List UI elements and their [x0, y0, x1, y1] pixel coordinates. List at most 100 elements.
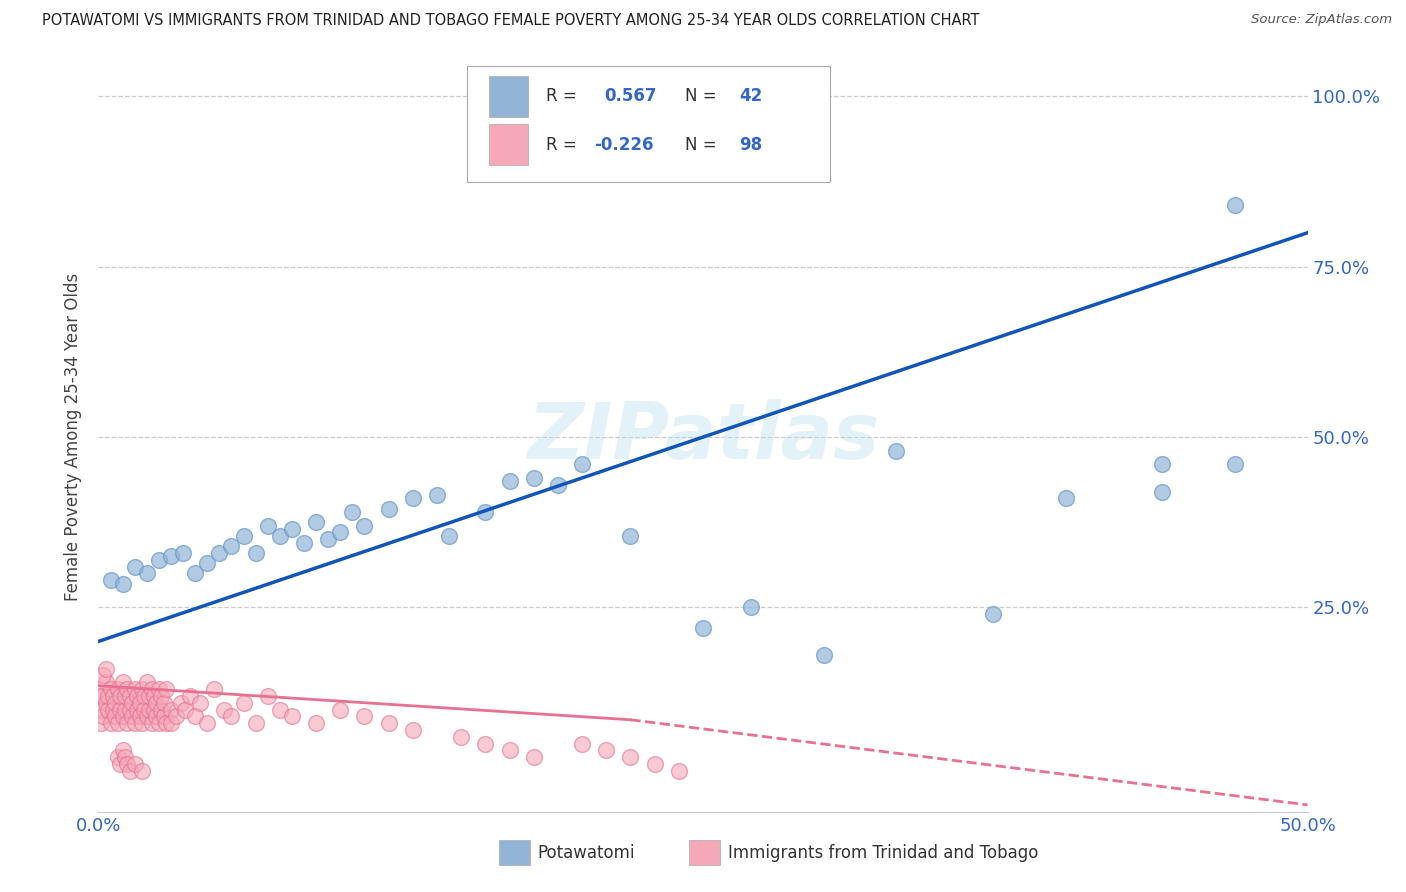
Text: N =: N =	[685, 87, 721, 105]
Point	[97, 689, 120, 703]
Text: POTAWATOMI VS IMMIGRANTS FROM TRINIDAD AND TOBAGO FEMALE POVERTY AMONG 25-34 YEA: POTAWATOMI VS IMMIGRANTS FROM TRINIDAD A…	[42, 13, 980, 29]
Point	[281, 522, 304, 536]
Point	[498, 475, 520, 489]
Point	[143, 702, 166, 716]
Point	[1152, 458, 1174, 472]
Point	[305, 515, 328, 529]
Point	[108, 757, 131, 772]
Point	[740, 600, 762, 615]
Point	[91, 709, 114, 723]
Point	[127, 702, 149, 716]
Point	[124, 559, 146, 574]
Point	[981, 607, 1004, 622]
Point	[169, 696, 191, 710]
Point	[245, 546, 267, 560]
Point	[179, 689, 201, 703]
Point	[94, 696, 117, 710]
Bar	[489, 76, 527, 117]
Point	[292, 535, 315, 549]
Point	[204, 682, 226, 697]
Point	[135, 709, 157, 723]
Point	[107, 682, 129, 697]
Point	[195, 716, 218, 731]
Point	[523, 750, 546, 764]
Point	[402, 491, 425, 506]
Point	[118, 702, 141, 716]
Point	[114, 689, 136, 703]
Point	[329, 702, 352, 716]
Point	[117, 757, 139, 772]
Point	[160, 702, 183, 716]
Point	[90, 702, 112, 716]
Point	[94, 675, 117, 690]
Point	[256, 689, 278, 703]
Point	[104, 709, 127, 723]
Point	[114, 750, 136, 764]
Point	[212, 702, 235, 716]
Point	[232, 696, 254, 710]
Text: 42: 42	[740, 87, 762, 105]
Point	[305, 716, 328, 731]
Point	[668, 764, 690, 778]
Point	[269, 702, 291, 716]
Point	[145, 709, 167, 723]
Y-axis label: Female Poverty Among 25-34 Year Olds: Female Poverty Among 25-34 Year Olds	[65, 273, 83, 601]
Point	[108, 702, 131, 716]
Text: Potawatomi: Potawatomi	[537, 844, 634, 862]
Point	[426, 488, 449, 502]
Point	[450, 730, 472, 744]
Point	[121, 709, 143, 723]
Point	[1152, 484, 1174, 499]
Point	[135, 566, 157, 581]
Point	[111, 675, 134, 690]
Point	[118, 689, 141, 703]
Point	[100, 573, 122, 587]
Point	[195, 556, 218, 570]
Point	[131, 764, 153, 778]
Point	[152, 709, 174, 723]
Point	[692, 621, 714, 635]
Point	[135, 675, 157, 690]
Point	[523, 471, 546, 485]
Point	[128, 696, 150, 710]
Point	[148, 682, 170, 697]
Point	[595, 743, 617, 757]
Point	[114, 702, 136, 716]
Point	[329, 525, 352, 540]
Point	[221, 539, 243, 553]
Point	[571, 737, 593, 751]
Point	[208, 546, 231, 560]
Point	[124, 682, 146, 697]
Point	[152, 696, 174, 710]
Point	[143, 689, 166, 703]
Point	[141, 682, 163, 697]
Point	[101, 702, 124, 716]
Point	[91, 689, 114, 703]
Point	[342, 505, 364, 519]
Point	[256, 518, 278, 533]
Point	[107, 750, 129, 764]
FancyBboxPatch shape	[467, 66, 830, 182]
Point	[269, 529, 291, 543]
Point	[1223, 458, 1246, 472]
Point	[160, 549, 183, 564]
Point	[124, 757, 146, 772]
Point	[117, 682, 139, 697]
Point	[245, 716, 267, 731]
Point	[474, 737, 496, 751]
Point	[91, 668, 114, 682]
Point	[377, 501, 399, 516]
Point	[124, 716, 146, 731]
Point	[232, 529, 254, 543]
Point	[353, 518, 375, 533]
Point	[97, 702, 120, 716]
Point	[111, 743, 134, 757]
Point	[547, 477, 569, 491]
Text: -0.226: -0.226	[595, 136, 654, 153]
Point	[138, 702, 160, 716]
Point	[107, 716, 129, 731]
Point	[377, 716, 399, 731]
Point	[353, 709, 375, 723]
Point	[94, 662, 117, 676]
Point	[184, 566, 207, 581]
